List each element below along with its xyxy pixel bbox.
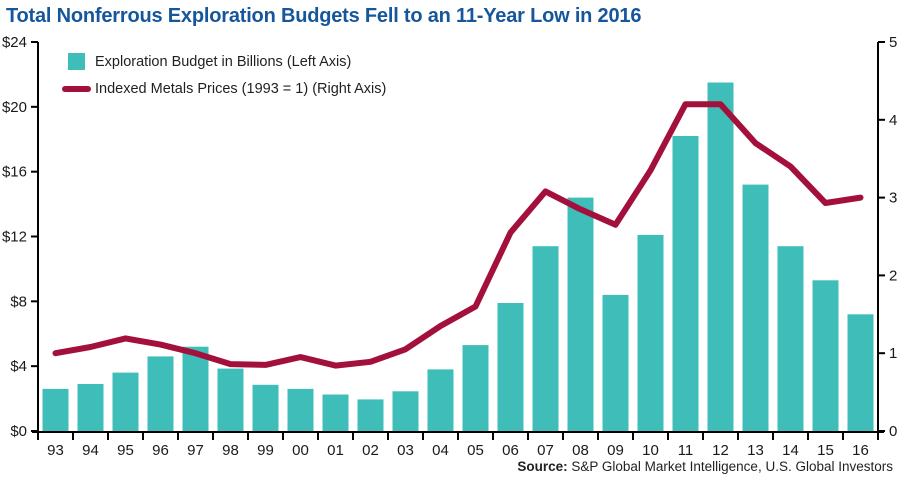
x-axis-tick-label: 07 (537, 442, 554, 459)
bar-96 (147, 356, 174, 431)
bar-02 (357, 399, 384, 431)
bar-08 (567, 197, 594, 431)
right-axis-tick-label: 2 (889, 267, 897, 284)
x-axis-tick-label: 98 (222, 442, 239, 459)
left-axis-tick-label: $12 (2, 229, 27, 246)
left-axis-tick-label: $24 (2, 34, 27, 51)
x-axis-tick-label: 08 (572, 442, 589, 459)
left-axis-tick-label: $20 (2, 99, 27, 116)
x-axis-tick-label: 96 (152, 442, 169, 459)
bar-06 (497, 303, 524, 431)
bar-07 (532, 246, 559, 431)
bar-97 (182, 346, 209, 431)
source-label: Source: (517, 459, 568, 474)
legend-item-budget: Exploration Budget in Billions (Left Axi… (57, 53, 386, 70)
bar-00 (287, 388, 314, 431)
right-axis-tick-label: 4 (889, 112, 897, 129)
x-axis-tick-label: 09 (607, 442, 624, 459)
bar-05 (462, 345, 489, 431)
x-axis-tick-label: 99 (257, 442, 274, 459)
line-series-swatch-icon (61, 86, 91, 92)
bar-10 (637, 234, 664, 431)
legend-item-metals: Indexed Metals Prices (1993 = 1) (Right … (57, 81, 386, 97)
bar-11 (672, 136, 699, 431)
right-axis-tick-label: 5 (889, 34, 897, 51)
x-axis-tick-label: 14 (782, 442, 799, 459)
bar-98 (217, 368, 244, 431)
bar-12 (707, 82, 734, 431)
left-axis-tick-label: $16 (2, 164, 27, 181)
bar-series-swatch-icon (67, 53, 85, 70)
x-axis-tick-label: 11 (678, 442, 694, 459)
x-axis-tick-label: 16 (852, 442, 869, 459)
right-axis-tick-label: 3 (889, 190, 897, 207)
source-attribution: Source: S&P Global Market Intelligence, … (517, 459, 893, 474)
legend-label-budget: Exploration Budget in Billions (Left Axi… (95, 53, 352, 70)
source-text: S&P Global Market Intelligence, U.S. Glo… (567, 459, 893, 474)
bar-03 (392, 391, 419, 431)
right-axis-tick-label: 1 (889, 345, 897, 362)
x-axis-tick-label: 00 (292, 442, 309, 459)
bar-95 (112, 372, 139, 431)
x-axis-tick-label: 15 (817, 442, 834, 459)
right-axis-tick-label: 0 (889, 423, 897, 440)
metals-price-line (52, 101, 864, 369)
x-axis-tick-label: 04 (432, 442, 449, 459)
left-axis-tick-label: $0 (10, 423, 27, 440)
x-axis-tick-label: 06 (502, 442, 519, 459)
x-axis-tick-label: 94 (82, 442, 99, 459)
bar-99 (252, 384, 279, 431)
left-axis-tick-label: $8 (10, 293, 27, 310)
x-axis-tick-label: 93 (47, 442, 64, 459)
bar-09 (602, 294, 629, 431)
bar-04 (427, 369, 454, 431)
left-axis-tick-label: $4 (10, 358, 27, 375)
x-axis-tick-label: 05 (467, 442, 484, 459)
x-axis-tick-label: 13 (747, 442, 764, 459)
bar-15 (812, 280, 839, 431)
bar-94 (77, 384, 104, 431)
bar-14 (777, 246, 804, 431)
x-axis-tick-label: 97 (187, 442, 204, 459)
chart-title: Total Nonferrous Exploration Budgets Fel… (6, 5, 642, 27)
bar-16 (847, 314, 874, 431)
legend-label-metals: Indexed Metals Prices (1993 = 1) (Right … (95, 81, 387, 97)
x-axis-tick-label: 12 (712, 442, 729, 459)
x-axis-tick-label: 95 (117, 442, 134, 459)
chart-legend: Exploration Budget in Billions (Left Axi… (57, 53, 386, 97)
bar-01 (322, 394, 349, 431)
x-axis-tick-label: 03 (397, 442, 414, 459)
x-axis-tick-label: 02 (362, 442, 379, 459)
bar-93 (42, 388, 69, 431)
x-axis-tick-label: 10 (642, 442, 659, 459)
x-axis-tick-label: 01 (327, 442, 344, 459)
bar-13 (742, 184, 769, 431)
